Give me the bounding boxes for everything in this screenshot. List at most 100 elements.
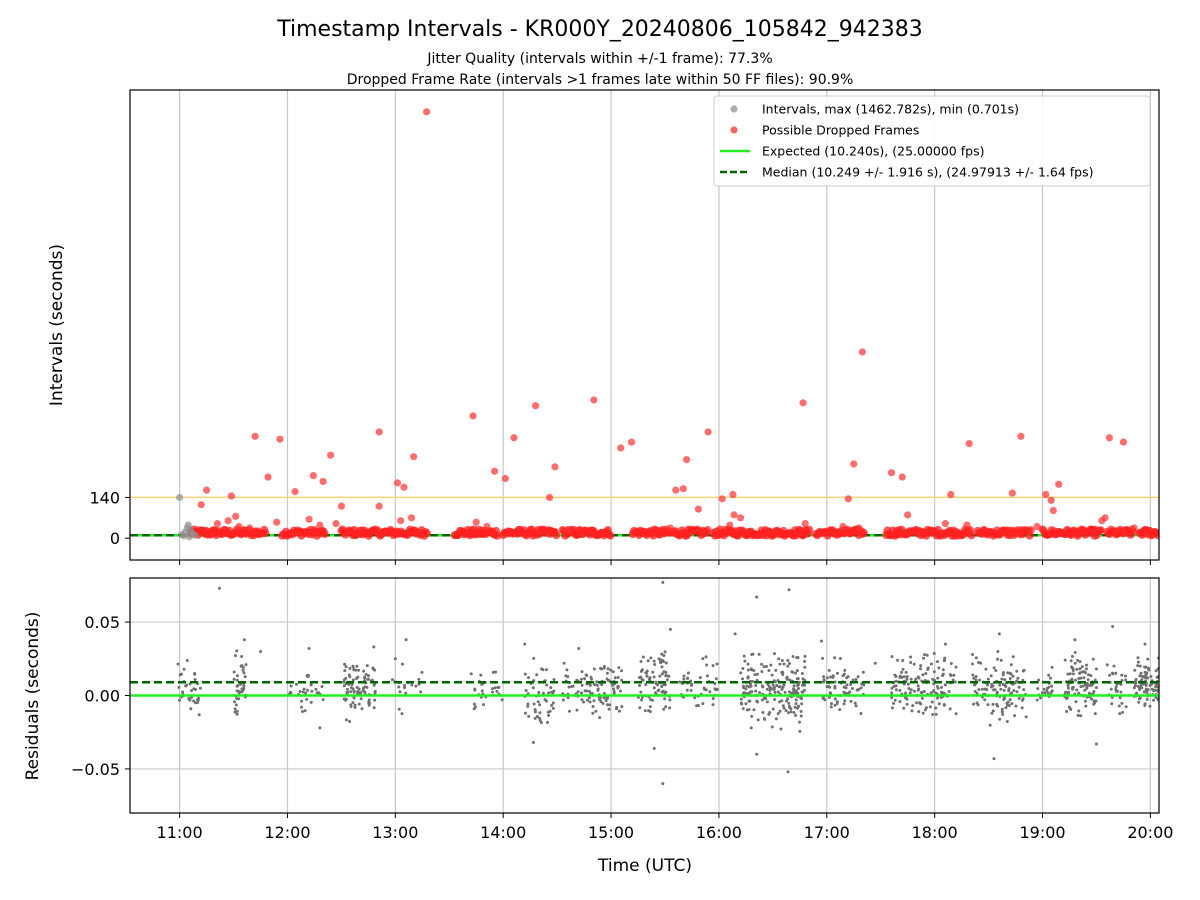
residual-point — [611, 683, 615, 687]
residual-point — [757, 652, 761, 656]
residual-point — [943, 683, 947, 687]
dropped-frame-point — [393, 479, 402, 487]
residual-point — [1139, 682, 1143, 686]
residual-point — [739, 671, 743, 675]
residual-point — [565, 668, 569, 672]
interval-point — [185, 533, 193, 541]
residual-point — [705, 674, 709, 678]
residual-point — [859, 712, 863, 716]
residual-point — [1117, 704, 1121, 708]
residual-point — [648, 705, 652, 709]
y-tick-label: 0 — [110, 529, 120, 548]
residual-point — [1017, 696, 1021, 700]
residual-point — [1013, 681, 1017, 685]
residual-point — [1050, 665, 1054, 669]
residual-point — [1120, 673, 1124, 677]
residual-point — [359, 697, 363, 701]
residual-point — [641, 655, 645, 659]
residual-point — [480, 682, 484, 686]
residual-point — [371, 666, 375, 670]
residual-point — [644, 671, 648, 675]
dropped-frame-point — [1049, 506, 1057, 515]
residual-point — [591, 711, 595, 715]
dropped-frame-point — [965, 439, 973, 448]
residual-point — [580, 683, 584, 687]
residual-point — [181, 690, 185, 694]
dropped-frame-point — [704, 428, 712, 436]
residual-point — [348, 719, 352, 723]
residual-point — [1013, 714, 1017, 718]
residual-point — [902, 675, 906, 679]
residual-point — [765, 700, 769, 704]
residual-point — [1148, 704, 1152, 708]
residual-point — [524, 689, 528, 693]
legend-label: Expected (10.240s), (25.00000 fps) — [762, 144, 984, 159]
residual-point — [1009, 663, 1013, 667]
dropped-frame-point — [337, 502, 346, 510]
residual-point — [348, 666, 352, 670]
residual-point — [843, 699, 847, 703]
residual-point — [373, 698, 377, 702]
residual-point — [309, 683, 313, 687]
residual-point — [693, 696, 697, 700]
legend: Intervals, max (1462.782s), min (0.701s)… — [713, 95, 1151, 187]
residual-point — [745, 684, 749, 688]
residual-point — [912, 689, 916, 693]
residual-point — [1152, 689, 1156, 693]
residual-point — [1147, 668, 1151, 672]
residual-point — [986, 683, 990, 687]
residual-point — [469, 672, 473, 676]
residual-point — [367, 700, 371, 704]
residual-point — [592, 667, 596, 671]
residual-point — [1043, 691, 1047, 695]
dropped-frame-point — [551, 463, 559, 471]
residual-point — [410, 683, 414, 687]
dropped-frame-point — [941, 520, 950, 528]
x-tick-label: 15:00 — [588, 823, 634, 842]
residual-point — [611, 687, 615, 691]
residual-point — [1047, 673, 1051, 677]
residual-point — [612, 690, 616, 694]
x-tick-label: 18:00 — [912, 823, 958, 842]
residual-point — [400, 662, 404, 666]
residual-point — [473, 705, 477, 709]
residual-point — [242, 671, 246, 675]
residual-point — [1069, 659, 1073, 663]
residual-point — [917, 710, 921, 714]
dropped-frame-point — [469, 412, 477, 420]
dropped-frame-point — [327, 451, 335, 459]
residual-point — [355, 685, 359, 689]
residual-point — [372, 645, 376, 649]
residual-point — [641, 678, 645, 682]
residual-point — [742, 691, 746, 695]
residual-point — [344, 665, 348, 669]
residual-point — [1111, 672, 1115, 676]
interval-point — [176, 493, 184, 502]
interval-point — [180, 532, 188, 540]
residual-point — [935, 685, 939, 689]
residual-point — [356, 689, 360, 693]
residual-point — [1155, 675, 1159, 679]
residual-point — [295, 682, 299, 686]
dropped-frame-point — [227, 492, 235, 500]
residual-point — [366, 674, 370, 678]
dropped-frame-point — [726, 521, 734, 529]
dropped-frame-point — [375, 428, 383, 436]
residual-point — [980, 687, 984, 691]
dropped-frame-point — [682, 455, 691, 464]
residual-point — [921, 711, 925, 715]
residual-point — [1089, 674, 1093, 678]
residual-point — [187, 696, 191, 700]
residual-point — [526, 704, 530, 708]
residual-point — [1004, 706, 1008, 710]
residual-point — [1050, 684, 1054, 688]
residual-point — [849, 699, 853, 703]
residual-point — [355, 664, 359, 668]
dropped-frame-point — [898, 473, 906, 481]
residual-point — [1021, 678, 1025, 682]
residual-point — [833, 656, 837, 660]
residual-point — [788, 704, 792, 708]
residual-point — [853, 701, 857, 705]
residual-point — [1008, 677, 1012, 681]
residual-point — [663, 697, 667, 701]
